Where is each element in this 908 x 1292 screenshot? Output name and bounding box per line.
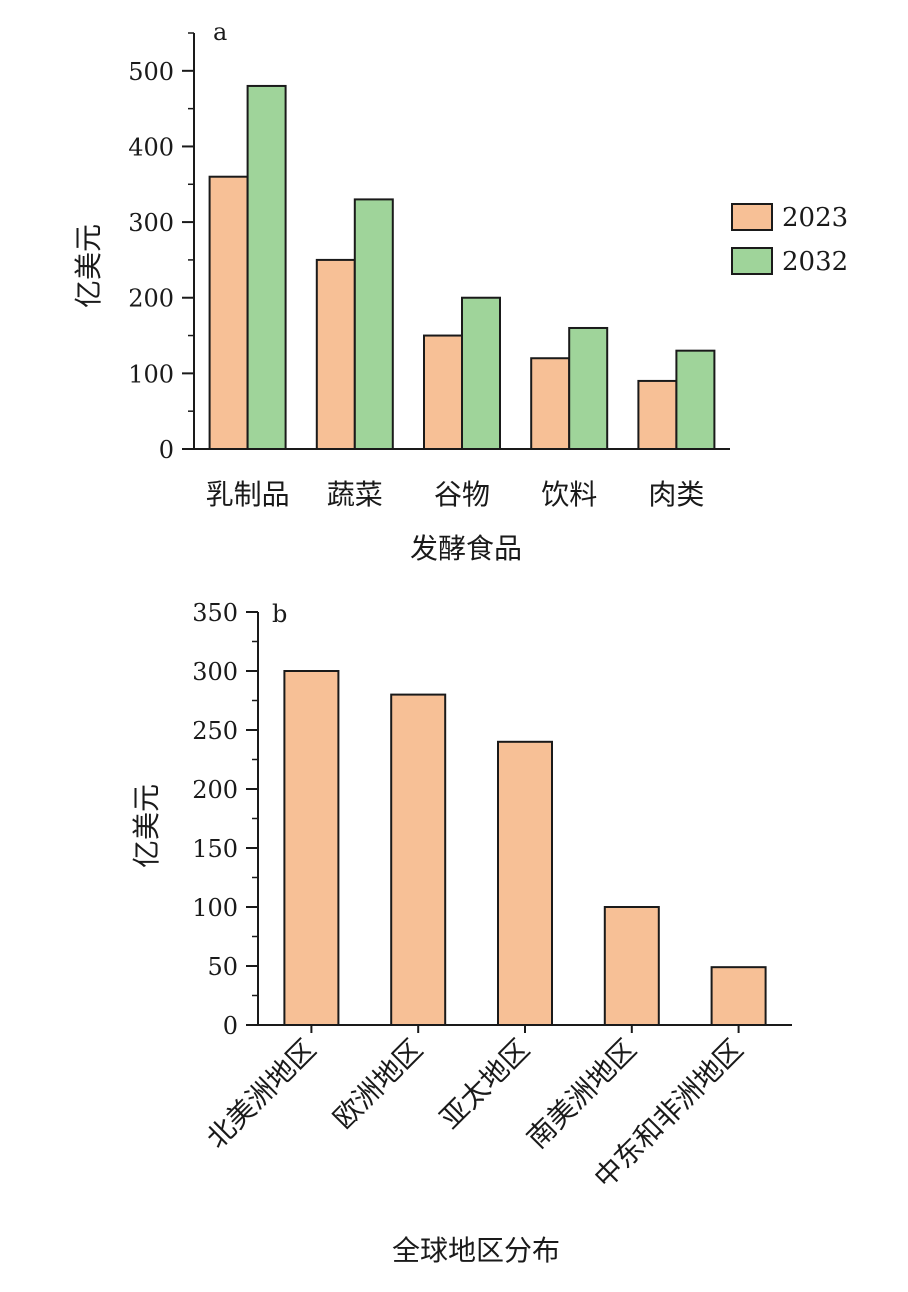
y-tick-label-b: 350: [192, 599, 238, 627]
bar-a-2023-4: [637, 379, 678, 450]
bar-a-2023-0: [208, 175, 249, 451]
y-tick-label-a: 400: [128, 133, 174, 161]
y-tick-label-b: 300: [192, 658, 238, 686]
bar-a-2032-0: [246, 84, 287, 450]
y-tick-label-a: 300: [128, 209, 174, 237]
y-tick-label-a: 200: [128, 285, 174, 313]
chart-panel-b: b 亿美元 全球地区分布 0 50 100 150 200 250 300 350 北美洲地区欧…: [130, 592, 794, 1278]
y-tick-label-b: 250: [192, 717, 238, 745]
y-tick-label-b: 200: [192, 776, 238, 804]
bar-a-2032-1: [353, 198, 394, 450]
x-tick-label-a: 谷物: [434, 478, 490, 511]
bar-b-1: [390, 693, 447, 1026]
panel-label-a: a: [213, 18, 227, 46]
x-axis-title-a: 发酵食品: [410, 532, 522, 565]
x-tick-label-b: 欧洲地区: [327, 1033, 430, 1136]
chart-panel-a: a 亿美元 发酵食品 2023 2032 0 100 200 300 400 500 乳制品…: [68, 18, 854, 568]
y-tick-label-a: 0: [159, 436, 174, 464]
bar-b-4: [710, 966, 767, 1026]
legend-label-2023: 2023: [782, 203, 848, 233]
y-tick-label-b: 50: [207, 953, 238, 981]
bar-a-2023-2: [423, 334, 463, 450]
bar-a-2023-3: [530, 357, 571, 450]
y-tick-label-b: 150: [192, 835, 238, 863]
legend-label-2032: 2032: [782, 247, 848, 277]
bar-b-3: [603, 906, 660, 1026]
y-tick-label-b: 100: [192, 894, 238, 922]
panel-label-b: b: [272, 600, 287, 628]
y-tick-label-b: 0: [223, 1012, 238, 1040]
bar-b-0: [283, 670, 340, 1026]
x-tick-label-a: 肉类: [648, 478, 704, 511]
bar-a-2023-1: [315, 258, 356, 450]
x-tick-label-b: 北美洲地区: [200, 1033, 322, 1155]
bar-a-2032-4: [675, 349, 716, 450]
y-axis-title-a: 亿美元: [72, 224, 105, 308]
bar-a-2032-3: [568, 326, 609, 450]
legend-swatch-2023: [731, 203, 773, 231]
y-tick-label-a: 100: [128, 360, 174, 388]
chart-a-svg: a 亿美元 发酵食品 2023 2032 0 100 200 300 400 500 乳制品…: [72, 18, 848, 565]
chart-b-svg: b 亿美元 全球地区分布 0 50 100 150 200 250 300 350 北美洲地区欧…: [130, 599, 792, 1267]
x-tick-label-a: 蔬菜: [327, 478, 383, 511]
bar-b-2: [497, 740, 553, 1027]
x-axis-title-b: 全球地区分布: [392, 1234, 560, 1267]
y-tick-label-a: 500: [128, 58, 174, 86]
legend-swatch-2032: [731, 247, 773, 275]
legend-a: 2023 2032: [731, 203, 848, 277]
x-tick-label-a: 饮料: [541, 478, 597, 511]
x-tick-label-b: 亚太地区: [433, 1033, 536, 1136]
bar-a-2032-2: [461, 296, 501, 450]
y-axis-title-b: 亿美元: [130, 784, 163, 868]
x-tick-label-a: 乳制品: [206, 478, 290, 511]
